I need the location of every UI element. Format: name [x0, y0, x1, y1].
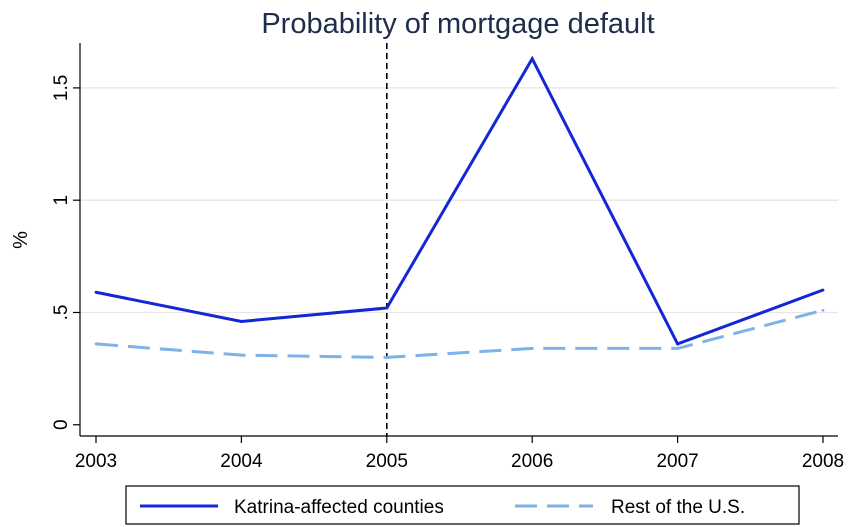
series-0-point-1: [240, 320, 243, 323]
series-line-0: [95, 55, 824, 346]
series-1-point-3: [530, 347, 534, 350]
legend-label-rest-of-us: Rest of the U.S.: [611, 497, 745, 518]
x-tick-label-5: 2008: [802, 451, 844, 472]
series-1-point-4: [676, 347, 679, 350]
y-tick-label-3: 1.5: [51, 75, 72, 101]
y-tick-label-1: .5: [51, 305, 72, 321]
series-lines: [94, 43, 825, 436]
legend-label-katrina: Katrina-affected counties: [234, 497, 444, 518]
series-0-point-2: [385, 306, 389, 310]
series-line-1: [95, 308, 824, 359]
x-tick-label-0: 2003: [75, 451, 117, 472]
axes: [73, 43, 838, 443]
series-1-point-1: [240, 353, 243, 357]
y-tick-label-0: 0: [51, 419, 72, 430]
legend-box: [125, 485, 800, 525]
series-0-point-0: [94, 290, 98, 294]
series-1-point-5: [821, 308, 825, 312]
chart-title: Probability of mortgage default: [261, 8, 654, 40]
grid-lines: [80, 87, 838, 314]
x-tick-label-3: 2006: [511, 451, 553, 472]
x-tick-label-2: 2005: [366, 451, 408, 472]
x-tick-label-4: 2007: [656, 451, 698, 472]
series-0-point-4: [676, 342, 679, 346]
series-0-point-5: [821, 288, 825, 292]
legend: Katrina-affected counties Rest of the U.…: [125, 485, 800, 525]
y-tick-label-2: 1: [51, 195, 72, 206]
y-axis-label: %: [10, 231, 32, 249]
series-0-point-3: [530, 57, 534, 61]
tick-labels: 0 .5 1 1.5 2003 2004 2005 2006 2007 2008: [51, 75, 844, 472]
series-1-point-0: [94, 342, 98, 346]
x-tick-label-1: 2004: [220, 451, 263, 472]
series-1-point-2: [385, 356, 389, 359]
